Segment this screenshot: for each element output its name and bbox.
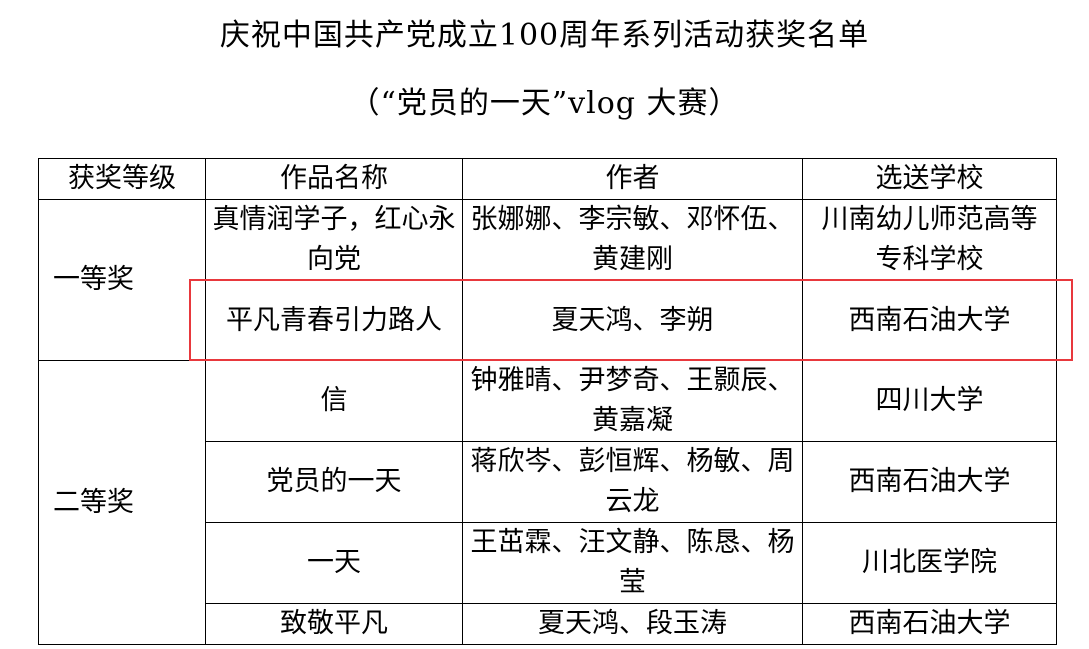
school-cell: 四川大学 — [802, 360, 1057, 442]
header-award-level: 获奖等级 — [38, 158, 206, 200]
award-level-cell: 一等奖 — [38, 199, 206, 361]
table-header-row: 获奖等级 作品名称 作者 选送学校 — [38, 158, 1057, 200]
header-author: 作者 — [462, 158, 803, 200]
table-row: 二等奖 信 钟雅晴、尹梦奇、王颢辰、黄嘉凝 四川大学 — [38, 360, 1057, 645]
table-row: 一等奖 真情润学子，红心永向党 张娜娜、李宗敏、邓怀伍、黄建刚 川南幼儿师范高等… — [38, 199, 1057, 361]
school-cell: 西南石油大学 — [802, 280, 1057, 361]
work-cell: 平凡青春引力路人 — [205, 280, 463, 361]
work-cell: 真情润学子，红心永向党 — [205, 199, 463, 281]
authors-cell: 蒋欣岑、彭恒辉、杨敏、周云龙 — [462, 441, 803, 523]
header-work-name: 作品名称 — [205, 158, 463, 200]
work-cell: 党员的一天 — [205, 441, 463, 523]
table-row: 一天 王茁霖、汪文静、陈恳、杨莹 川北医学院 — [39, 522, 1057, 604]
school-cell: 川南幼儿师范高等专科学校 — [802, 199, 1057, 281]
authors-cell: 张娜娜、李宗敏、邓怀伍、黄建刚 — [462, 199, 803, 281]
school-cell: 西南石油大学 — [802, 441, 1057, 523]
highlight-box — [189, 279, 1073, 361]
awards-table: 获奖等级 作品名称 作者 选送学校 一等奖 真情润学子，红心永向党 张娜娜、李宗… — [38, 158, 1057, 645]
header-school: 选送学校 — [802, 158, 1057, 200]
authors-cell: 王茁霖、汪文静、陈恳、杨莹 — [462, 522, 803, 604]
table-row: 致敬平凡 夏天鸿、段玉涛 西南石油大学 — [39, 603, 1057, 645]
authors-cell: 夏天鸿、李朔 — [462, 280, 803, 361]
work-cell: 信 — [205, 360, 463, 442]
award-level-cell: 二等奖 — [38, 360, 206, 645]
authors-cell: 钟雅晴、尹梦奇、王颢辰、黄嘉凝 — [462, 360, 803, 442]
document-subtitle: （“党员的一天”vlog 大赛） — [349, 86, 740, 121]
authors-cell: 夏天鸿、段玉涛 — [462, 603, 803, 645]
school-cell: 西南石油大学 — [802, 603, 1057, 645]
school-cell: 川北医学院 — [802, 522, 1057, 604]
document-title: 庆祝中国共产党成立100周年系列活动获奖名单 — [219, 18, 870, 53]
work-cell: 致敬平凡 — [205, 603, 463, 645]
table-row: 平凡青春引力路人 夏天鸿、李朔 西南石油大学 — [39, 280, 1057, 361]
work-cell: 一天 — [205, 522, 463, 604]
